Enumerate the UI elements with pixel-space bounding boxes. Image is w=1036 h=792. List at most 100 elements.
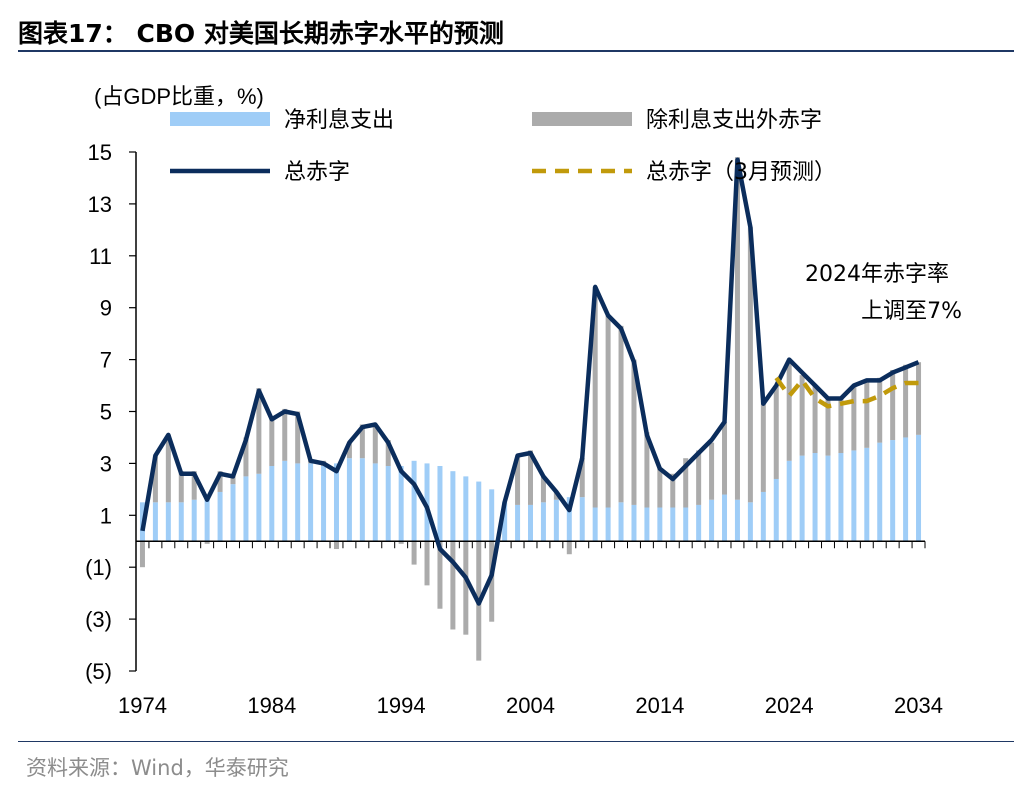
primary-deficit-bar	[204, 541, 210, 544]
net-interest-bar	[903, 437, 909, 542]
primary-deficit-bar	[256, 388, 262, 474]
deficit-chart: 15 13 11 9 7 5 3 1 (1) (3) (5)1974 1984 1994 2004 2014…	[85, 84, 962, 718]
y-tick-label: 15	[88, 140, 112, 165]
primary-deficit-bar	[812, 385, 818, 454]
net-interest-bar	[540, 502, 546, 542]
net-interest-bar	[734, 499, 740, 542]
legend-primary-deficit-label: 除利息支出外赤字	[646, 108, 822, 133]
x-tick-label: 2004	[506, 693, 555, 718]
net-interest-bar	[372, 463, 378, 542]
x-tick-label: 1984	[247, 693, 296, 718]
source-divider	[18, 741, 1014, 742]
total-deficit-line	[140, 157, 920, 606]
net-interest-bar	[204, 497, 210, 542]
y-tick-label: 3	[100, 451, 112, 476]
axes-layer: 15 13 11 9 7 5 3 1 (1) (3) (5)1974 1984 1994 2004 2014…	[85, 140, 943, 718]
primary-deficit-bar	[450, 541, 456, 630]
y-tick-label: (3)	[85, 607, 112, 632]
net-interest-bar	[812, 453, 818, 542]
net-interest-bar	[230, 484, 236, 542]
net-interest-bar	[424, 463, 430, 542]
primary-deficit-bar	[657, 468, 663, 508]
primary-deficit-bar	[515, 455, 521, 505]
primary-deficit-bar	[631, 359, 637, 505]
primary-deficit-bar	[217, 471, 223, 492]
primary-deficit-bar	[773, 385, 779, 479]
y-tick-label: 9	[100, 296, 112, 321]
net-interest-bar	[747, 502, 753, 542]
primary-deficit-bar	[799, 375, 805, 456]
net-interest-bar	[696, 504, 702, 542]
net-interest-bar	[450, 471, 456, 542]
net-interest-bar	[683, 507, 689, 542]
primary-deficit-bar	[851, 385, 857, 451]
primary-deficit-bar	[786, 359, 792, 461]
net-interest-bar	[217, 491, 223, 542]
primary-deficit-bar	[825, 398, 831, 456]
annotation-line-1: 2024年赤字率	[805, 262, 949, 287]
net-interest-bar	[385, 465, 391, 542]
primary-deficit-bar	[230, 473, 236, 485]
y-axis-label: (占GDP比重，%)	[94, 84, 264, 109]
net-interest-bar	[333, 463, 339, 542]
primary-deficit-bar	[411, 541, 417, 565]
primary-deficit-bar	[191, 471, 197, 500]
bar-layer	[139, 157, 922, 661]
primary-deficit-bar	[152, 455, 158, 503]
net-interest-bar	[760, 491, 766, 542]
primary-deficit-bar	[165, 434, 171, 503]
net-interest-bar	[411, 460, 417, 542]
net-interest-bar	[851, 450, 857, 542]
net-interest-bar	[644, 507, 650, 542]
title-divider	[18, 50, 1014, 52]
net-interest-bar	[631, 504, 637, 542]
net-interest-bar	[346, 458, 352, 542]
legend-march-forecast-label: 总赤字（3月预测）	[646, 160, 836, 185]
net-interest-bar	[916, 434, 922, 542]
net-interest-bar	[773, 478, 779, 542]
net-interest-bar	[592, 507, 598, 542]
primary-deficit-bar	[269, 416, 275, 466]
net-interest-bar	[786, 460, 792, 542]
net-interest-bar	[152, 502, 158, 542]
net-interest-bar	[838, 453, 844, 542]
net-interest-bar	[605, 507, 611, 542]
primary-deficit-bar	[683, 458, 689, 508]
primary-deficit-bar	[282, 408, 288, 461]
net-interest-bar	[489, 489, 495, 542]
primary-deficit-bar	[747, 227, 753, 503]
figure-title: 图表17： CBO 对美国长期赤字水平的预测	[18, 19, 504, 48]
net-interest-bar	[359, 458, 365, 542]
net-interest-bar	[243, 476, 249, 542]
x-tick-label: 2024	[765, 693, 814, 718]
net-interest-bar	[269, 465, 275, 542]
primary-deficit-bar	[579, 458, 585, 498]
net-interest-bar	[321, 465, 327, 542]
y-tick-label: 7	[100, 348, 112, 373]
primary-deficit-bar	[916, 362, 922, 435]
net-interest-bar	[825, 455, 831, 542]
net-interest-bar	[178, 502, 184, 542]
y-tick-label: (1)	[85, 555, 112, 580]
primary-deficit-bar	[760, 401, 766, 492]
primary-deficit-bar	[398, 541, 404, 544]
net-interest-bar	[877, 442, 883, 542]
primary-deficit-bar	[670, 473, 676, 508]
x-tick-label: 1974	[118, 693, 167, 718]
net-interest-bar	[528, 504, 533, 542]
y-tick-label: (5)	[85, 659, 112, 684]
net-interest-bar	[437, 465, 443, 542]
primary-deficit-bar	[605, 315, 611, 508]
annotation-line-2: 上调至7%	[861, 299, 962, 324]
primary-deficit-bar	[696, 450, 702, 505]
legend-net-interest-label: 净利息支出	[284, 108, 394, 133]
net-interest-bar	[618, 502, 624, 542]
primary-deficit-bar	[553, 491, 559, 500]
primary-deficit-bar	[424, 541, 430, 586]
primary-deficit-bar	[243, 437, 249, 477]
primary-deficit-bar	[528, 450, 533, 505]
net-interest-bar	[657, 507, 663, 542]
primary-deficit-bar	[437, 541, 443, 609]
primary-deficit-bar	[592, 286, 598, 508]
